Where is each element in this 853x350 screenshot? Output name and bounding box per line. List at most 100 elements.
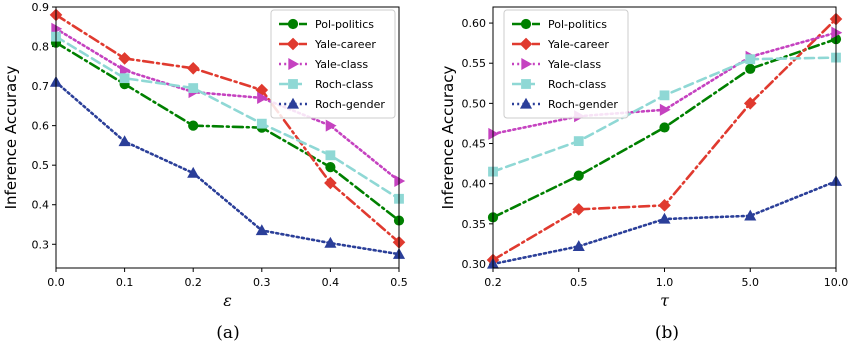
legend-label: Yale-career bbox=[314, 38, 376, 51]
data-point bbox=[745, 54, 756, 65]
legend-marker bbox=[521, 79, 531, 89]
legend-item: Yale-career bbox=[512, 37, 609, 51]
data-point bbox=[658, 212, 671, 224]
legend-marker bbox=[286, 37, 300, 51]
data-point bbox=[324, 236, 337, 248]
legend-marker bbox=[521, 57, 533, 71]
series-line bbox=[56, 35, 399, 201]
data-point bbox=[659, 103, 671, 116]
y-tick-label: 0.40 bbox=[462, 178, 487, 191]
y-tick-label: 0.3 bbox=[32, 238, 50, 251]
plot-frame bbox=[492, 6, 837, 269]
data-point bbox=[188, 120, 199, 131]
x-tick-label: 0.1 bbox=[116, 276, 134, 289]
data-point bbox=[324, 176, 337, 190]
series-roch-gender bbox=[486, 175, 843, 269]
legend-marker bbox=[288, 79, 298, 89]
legend-marker bbox=[288, 57, 300, 71]
legend-label: Pol-politics bbox=[548, 18, 607, 31]
data-point bbox=[658, 199, 671, 212]
series-line bbox=[56, 13, 399, 244]
legend: Pol-politics Yale-career Yale-class Roch-cl… bbox=[270, 9, 396, 119]
data-point bbox=[659, 90, 670, 101]
x-axis-label: ε bbox=[223, 291, 232, 310]
legend-label: Roch-gender bbox=[315, 98, 385, 111]
legend-marker bbox=[286, 97, 300, 109]
y-tick-label: 0.30 bbox=[462, 258, 487, 271]
legend-label: Yale-class bbox=[314, 58, 368, 71]
data-point bbox=[744, 209, 757, 221]
x-tick-label: 0.5 bbox=[390, 276, 408, 289]
data-point bbox=[573, 170, 584, 181]
data-point bbox=[187, 166, 200, 178]
plot-frame bbox=[55, 6, 400, 269]
legend: Pol-politics Yale-career Yale-class Roch-cl… bbox=[503, 9, 629, 119]
legend-label: Roch-gender bbox=[548, 98, 618, 111]
legend-item: Roch-class bbox=[279, 78, 373, 91]
legend-marker bbox=[519, 37, 533, 51]
y-tick-label: 0.45 bbox=[462, 138, 487, 151]
panel-caption: (b) bbox=[655, 323, 679, 343]
legend-item: Pol-politics bbox=[512, 18, 607, 31]
data-point bbox=[745, 63, 756, 74]
y-tick-label: 0.50 bbox=[462, 97, 487, 110]
legend-item: Yale-class bbox=[512, 57, 601, 71]
legend-label: Roch-class bbox=[548, 78, 606, 91]
x-tick-label: 0.0 bbox=[47, 276, 65, 289]
data-point bbox=[325, 162, 336, 173]
chart-panel-b: 0.2 0.5 1.0 5.0 10.0 0.30 0.35 0.40 0.45 0.50 0.55… bbox=[439, 6, 849, 343]
data-point bbox=[831, 26, 843, 39]
data-point bbox=[119, 64, 131, 77]
legend-box bbox=[503, 9, 629, 119]
y-axis-label: Inference Accuracy bbox=[439, 66, 457, 210]
data-point bbox=[118, 135, 131, 147]
legend-label: Roch-class bbox=[315, 78, 373, 91]
legend-marker bbox=[287, 18, 299, 30]
legend-item: Yale-career bbox=[279, 37, 376, 51]
series-line bbox=[56, 41, 399, 222]
data-point bbox=[325, 150, 336, 161]
y-tick-label: 0.60 bbox=[462, 17, 487, 30]
data-point bbox=[51, 22, 63, 35]
x-tick-label: 0.5 bbox=[570, 276, 588, 289]
legend-item: Roch-gender bbox=[279, 97, 385, 111]
data-point bbox=[119, 73, 130, 84]
y-tick-label: 0.9 bbox=[32, 1, 50, 14]
data-point bbox=[488, 127, 500, 140]
data-point bbox=[572, 203, 586, 216]
series-line bbox=[56, 80, 399, 256]
y-tick-label: 0.8 bbox=[32, 41, 50, 54]
legend-item: Roch-class bbox=[512, 78, 606, 91]
data-point bbox=[255, 224, 268, 236]
legend-label: Pol-politics bbox=[315, 18, 374, 31]
legend-marker bbox=[520, 18, 532, 30]
x-tick-label: 0.2 bbox=[484, 276, 502, 289]
legend-label: Yale-career bbox=[547, 38, 609, 51]
data-point bbox=[186, 61, 200, 75]
x-tick-label: 0.2 bbox=[184, 276, 202, 289]
x-tick-label: 5.0 bbox=[742, 276, 760, 289]
data-point bbox=[256, 118, 267, 129]
chart-panel-a: 0.0 0.1 0.2 0.3 0.4 0.5 0.3 0.4 0.5 0.6 0.7 0.8 0.9 ε… bbox=[2, 1, 408, 343]
y-axis-label: Inference Accuracy bbox=[2, 66, 20, 210]
data-point bbox=[118, 52, 131, 65]
data-point bbox=[325, 119, 337, 132]
x-tick-label: 10.0 bbox=[824, 276, 849, 289]
data-point bbox=[659, 122, 670, 133]
x-tick-label: 0.3 bbox=[253, 276, 271, 289]
data-point bbox=[394, 174, 406, 188]
x-tick-label: 1.0 bbox=[656, 276, 674, 289]
y-tick-label: 0.7 bbox=[32, 80, 50, 93]
y-tick-label: 0.55 bbox=[462, 57, 487, 70]
data-point bbox=[573, 136, 584, 147]
y-tick-label: 0.35 bbox=[462, 218, 487, 231]
data-point bbox=[572, 240, 585, 251]
legend-item: Roch-gender bbox=[512, 97, 618, 111]
data-point bbox=[743, 97, 757, 110]
y-tick-label: 0.4 bbox=[32, 199, 50, 212]
legend-item: Pol-politics bbox=[279, 18, 374, 31]
legend-item: Yale-class bbox=[279, 57, 368, 71]
data-point bbox=[188, 83, 199, 93]
y-tick-label: 0.5 bbox=[32, 159, 50, 172]
